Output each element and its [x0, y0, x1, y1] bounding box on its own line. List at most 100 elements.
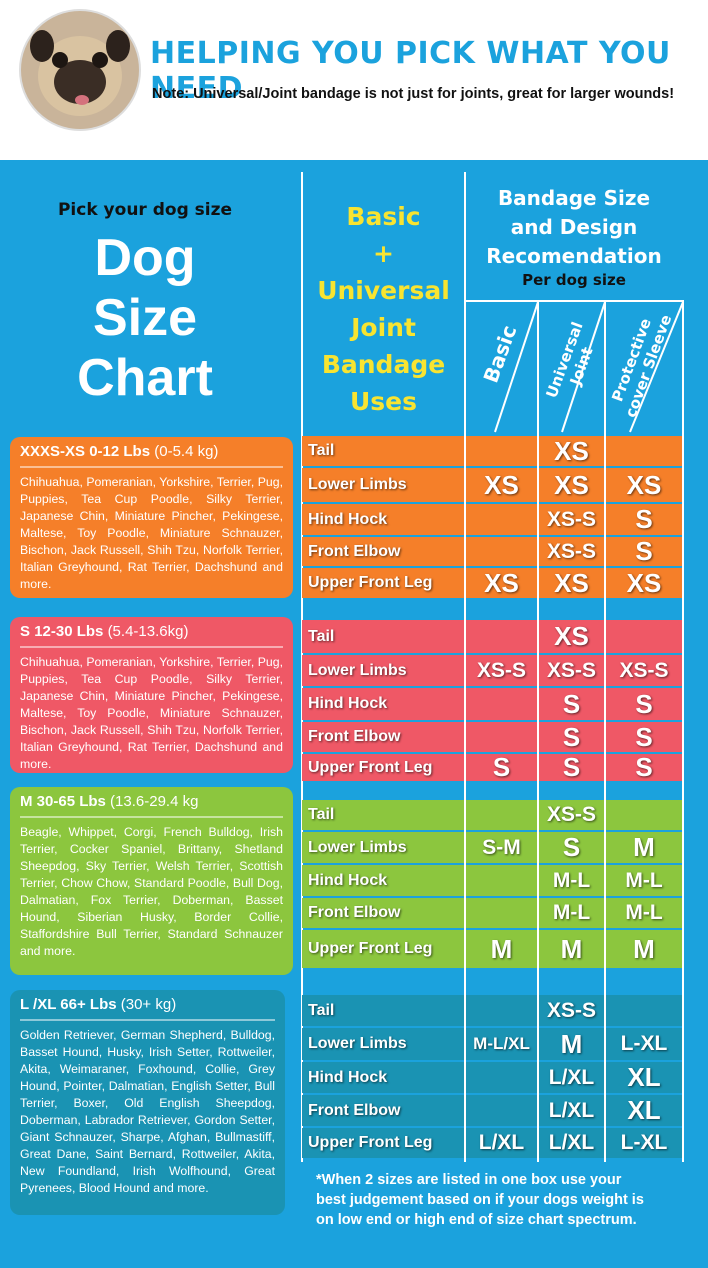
- size: L /XL: [20, 996, 57, 1013]
- size-cell: [466, 620, 537, 653]
- size: XXXS-XS: [20, 443, 86, 460]
- size-value: S: [492, 752, 511, 782]
- size-value: XS-S: [546, 658, 596, 682]
- size-cell: L/XL: [539, 1095, 604, 1126]
- size-cell: [466, 995, 537, 1026]
- size-cell: XS-S: [539, 504, 604, 535]
- title-line: Dog: [94, 229, 196, 287]
- size-cell: S-M: [466, 832, 537, 863]
- size-value: M: [560, 1028, 583, 1059]
- size-value: XS-S: [546, 998, 596, 1022]
- size-cell: XS-S: [539, 655, 604, 686]
- weight: 0-12 Lbs: [89, 443, 151, 460]
- size-cell: [466, 537, 537, 566]
- size-value: L-XL: [620, 1032, 668, 1055]
- rec-line: Bandage Size: [497, 186, 651, 210]
- size-cell: S: [606, 752, 682, 782]
- rec-line: Recomendation: [486, 244, 662, 268]
- size-heading: M 30-65 Lbs (13.6-29.4 kg: [20, 793, 283, 818]
- size-cell: S: [539, 752, 604, 782]
- size-cell: XS: [606, 568, 682, 598]
- size-value: XS-S: [546, 539, 596, 563]
- size-cell: XS-S: [539, 995, 604, 1026]
- size-cell: XS: [606, 468, 682, 502]
- use-cell: Upper Front Leg: [302, 754, 464, 781]
- size-cell: [606, 436, 682, 466]
- use-cell: Lower Limbs: [302, 832, 464, 863]
- size-cell: XS: [539, 436, 604, 466]
- use-cell: Front Elbow: [302, 1095, 464, 1126]
- use-cell: Tail: [302, 995, 464, 1026]
- size-cell: [466, 722, 537, 752]
- size-cell: M-L: [606, 898, 682, 928]
- weight: 30-65 Lbs: [36, 793, 106, 810]
- size-cell: XS-S: [466, 655, 537, 686]
- uses-line: Uses: [349, 387, 418, 416]
- metric: (13.6-29.4 kg: [110, 793, 199, 810]
- size-cell: XS-S: [539, 537, 604, 566]
- use-cell: Hind Hock: [302, 865, 464, 896]
- size-cell: [466, 504, 537, 535]
- weight: 66+ Lbs: [60, 996, 117, 1013]
- use-cell: Lower Limbs: [302, 468, 464, 502]
- use-cell: Tail: [302, 620, 464, 653]
- size-cell: S: [539, 832, 604, 863]
- title-line: Chart: [77, 349, 213, 407]
- rec-subtitle: Per dog size: [522, 271, 626, 289]
- size-value: XL: [627, 1062, 661, 1092]
- breeds: Golden Retriever, German Shepherd, Bulld…: [20, 1028, 275, 1195]
- size: S: [20, 623, 31, 640]
- use-cell: Tail: [302, 800, 464, 830]
- use-cell: Upper Front Leg: [302, 930, 464, 968]
- size-value: S: [562, 688, 581, 719]
- size-value: XS-S: [546, 507, 596, 531]
- weight: 12-30 Lbs: [34, 623, 104, 640]
- uses-line: Universal: [317, 276, 450, 305]
- size-cell: M: [539, 1028, 604, 1060]
- size-value: S: [635, 752, 653, 782]
- size-value: XS-S: [546, 803, 596, 826]
- uses-line: +: [373, 239, 394, 268]
- size-heading: L /XL 66+ Lbs (30+ kg): [20, 996, 275, 1021]
- size-value: XS: [484, 469, 519, 500]
- size-value: XS: [554, 621, 589, 651]
- size-value: L/XL: [548, 1065, 595, 1089]
- breeds: Chihuahua, Pomeranian, Yorkshire, Terrie…: [20, 475, 283, 591]
- size-box: XXXS-XS 0-12 Lbs (0-5.4 kg) Chihuahua, Po…: [10, 437, 293, 598]
- breeds: Chihuahua, Pomeranian, Yorkshire, Terrie…: [20, 655, 283, 771]
- use-cell: Upper Front Leg: [302, 568, 464, 598]
- size-cell: L-XL: [606, 1128, 682, 1158]
- use-cell: Upper Front Leg: [302, 1128, 464, 1158]
- size-value: M: [633, 832, 655, 862]
- size-cell: XS: [466, 468, 537, 502]
- size-cell: M-L: [539, 865, 604, 896]
- size-value: M-L/XL: [473, 1034, 530, 1053]
- size-box: M 30-65 Lbs (13.6-29.4 kg Beagle, Whippet…: [10, 787, 293, 975]
- size-box: L /XL 66+ Lbs (30+ kg) Golden Retriever, …: [10, 990, 285, 1215]
- recommendation-header: Bandage Size and Design Recomendation Per d…: [465, 184, 683, 289]
- size-cell: XS: [539, 568, 604, 598]
- size-value: S: [635, 536, 653, 566]
- breeds: Beagle, Whippet, Corgi, French Bulldog, …: [20, 825, 283, 958]
- size-value: M-L: [552, 901, 591, 924]
- footnote: *When 2 sizes are listed in one box use …: [316, 1172, 644, 1228]
- size-value: XS: [554, 435, 589, 466]
- use-cell: Hind Hock: [302, 1062, 464, 1093]
- title: HELPING YOU PICK WHAT YOU NEED: [150, 36, 671, 106]
- left-subtitle: Pick your dog size: [57, 200, 233, 220]
- use-cell: Lower Limbs: [302, 1028, 464, 1060]
- size-cell: XS: [539, 620, 604, 653]
- size-cell: S: [539, 688, 604, 720]
- metric: (0-5.4 kg): [154, 443, 219, 460]
- size-cell: L/XL: [539, 1062, 604, 1093]
- size-value: XS: [554, 469, 589, 500]
- size-cell: [606, 620, 682, 653]
- size-value: XS: [626, 469, 662, 500]
- size-cell: XL: [606, 1095, 682, 1126]
- diagonal: [629, 301, 684, 433]
- size-cell: XS-S: [606, 655, 682, 686]
- note: Note: Universal/Joint bandage is not jus…: [152, 86, 675, 102]
- size-heading: S 12-30 Lbs (5.4-13.6kg): [20, 623, 283, 648]
- use-cell: Hind Hock: [302, 504, 464, 535]
